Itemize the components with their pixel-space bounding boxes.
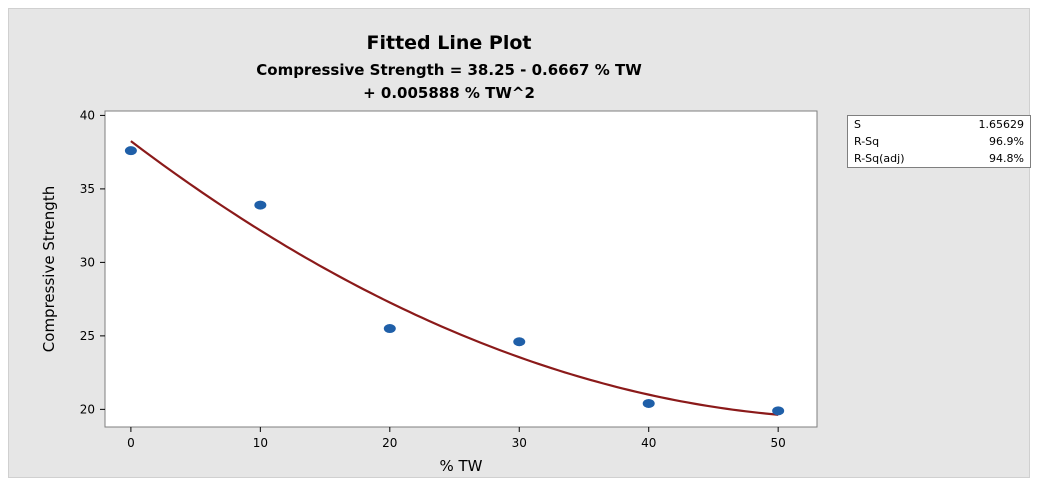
plot-svg: 0 10 20 30 40 50 20 25 30 35 40 % TW Compressive Str… [40,108,818,475]
figure: Fitted Line Plot Compressive Strength = … [8,8,1031,478]
data-point [642,398,655,408]
y-tick-label: 25 [80,329,95,343]
plot-area [104,110,818,428]
y-tick-label: 30 [80,255,95,269]
data-point [124,146,137,156]
x-tick-label: 40 [641,436,656,450]
data-point [513,337,526,347]
stat-value-rsq: 96.9% [989,135,1024,148]
stat-row-rsq: R-Sq 96.9% [848,133,1030,150]
y-tick-label: 40 [80,108,95,122]
data-point [383,324,396,334]
stat-label-rsq: R-Sq [854,135,880,148]
x-tick-label: 30 [512,436,527,450]
stat-label-rsq-adj: R-Sq(adj) [854,152,905,165]
stat-value-rsq-adj: 94.8% [989,152,1024,165]
y-tick-label: 20 [80,402,95,416]
stat-row-s: S 1.65629 [848,116,1030,133]
stat-value-s: 1.65629 [978,118,1025,131]
data-point [254,200,267,210]
regression-equation-line-2: + 0.005888 % TW^2 [363,84,535,102]
stats-box: S 1.65629 R-Sq 96.9% R-Sq(adj) 94.8% [847,115,1031,168]
chart-title: Fitted Line Plot [366,32,532,54]
stat-label-s: S [854,118,861,131]
x-axis-label: % TW [439,457,482,475]
y-axis-label: Compressive Strength [40,186,58,352]
x-tick-label: 50 [771,436,786,450]
regression-equation-line-1: Compressive Strength = 38.25 - 0.6667 % … [256,61,642,79]
x-tick-label: 10 [253,436,268,450]
fitted-line [130,140,779,416]
x-tick-label: 0 [127,436,135,450]
y-tick-label: 35 [80,182,95,196]
x-tick-label: 20 [382,436,397,450]
stat-row-rsq-adj: R-Sq(adj) 94.8% [848,150,1030,167]
data-point [772,406,785,416]
